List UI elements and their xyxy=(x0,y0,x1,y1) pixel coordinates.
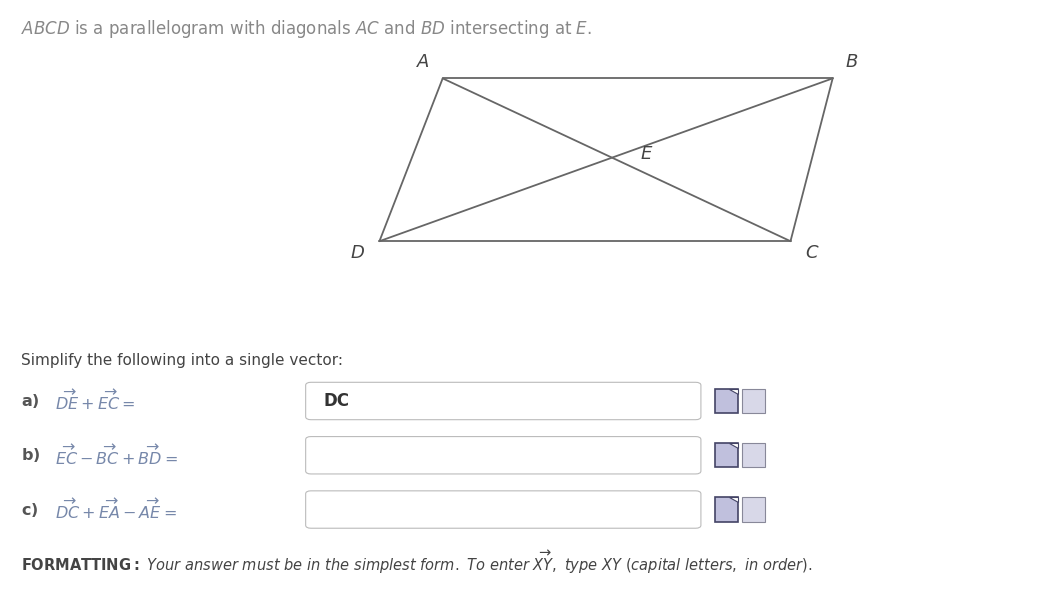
Text: $E$: $E$ xyxy=(640,145,653,163)
FancyBboxPatch shape xyxy=(715,443,738,467)
Text: $\mathbf{a)}$: $\mathbf{a)}$ xyxy=(21,392,40,410)
FancyBboxPatch shape xyxy=(742,443,765,467)
Text: $\mathit{ABCD}$ is a parallelogram with diagonals $\mathit{AC}$ and $\mathit{BD}: $\mathit{ABCD}$ is a parallelogram with … xyxy=(21,18,592,40)
Text: Simplify the following into a single vector:: Simplify the following into a single vec… xyxy=(21,353,344,368)
Text: DC: DC xyxy=(324,392,350,410)
FancyBboxPatch shape xyxy=(742,389,765,413)
FancyBboxPatch shape xyxy=(306,491,701,528)
FancyBboxPatch shape xyxy=(742,497,765,522)
Text: $\overrightarrow{DE} + \overrightarrow{EC} =$: $\overrightarrow{DE} + \overrightarrow{E… xyxy=(55,389,135,413)
FancyBboxPatch shape xyxy=(715,389,738,413)
FancyBboxPatch shape xyxy=(306,382,701,420)
Text: $B$: $B$ xyxy=(845,53,859,71)
Polygon shape xyxy=(729,443,738,448)
Text: $\mathbf{b)}$: $\mathbf{b)}$ xyxy=(21,446,40,464)
Text: $C$: $C$ xyxy=(805,244,820,262)
Text: $A$: $A$ xyxy=(416,53,430,71)
Text: $\overrightarrow{EC} - \overrightarrow{BC} + \overrightarrow{BD} =$: $\overrightarrow{EC} - \overrightarrow{B… xyxy=(55,443,178,467)
Text: $D$: $D$ xyxy=(350,244,365,262)
FancyBboxPatch shape xyxy=(306,437,701,474)
Text: $\overrightarrow{DC} + \overrightarrow{EA} - \overrightarrow{AE} =$: $\overrightarrow{DC} + \overrightarrow{E… xyxy=(55,497,177,522)
FancyBboxPatch shape xyxy=(715,497,738,522)
Text: $\mathbf{c)}$: $\mathbf{c)}$ xyxy=(21,500,38,519)
Text: $\bf{FORMATTING:}$$\it{\ Your\ answer\ must\ be\ in\ the\ simplest\ form.\ To\ e: $\bf{FORMATTING:}$$\it{\ Your\ answer\ m… xyxy=(21,549,813,576)
Polygon shape xyxy=(729,497,738,502)
Polygon shape xyxy=(729,389,738,394)
